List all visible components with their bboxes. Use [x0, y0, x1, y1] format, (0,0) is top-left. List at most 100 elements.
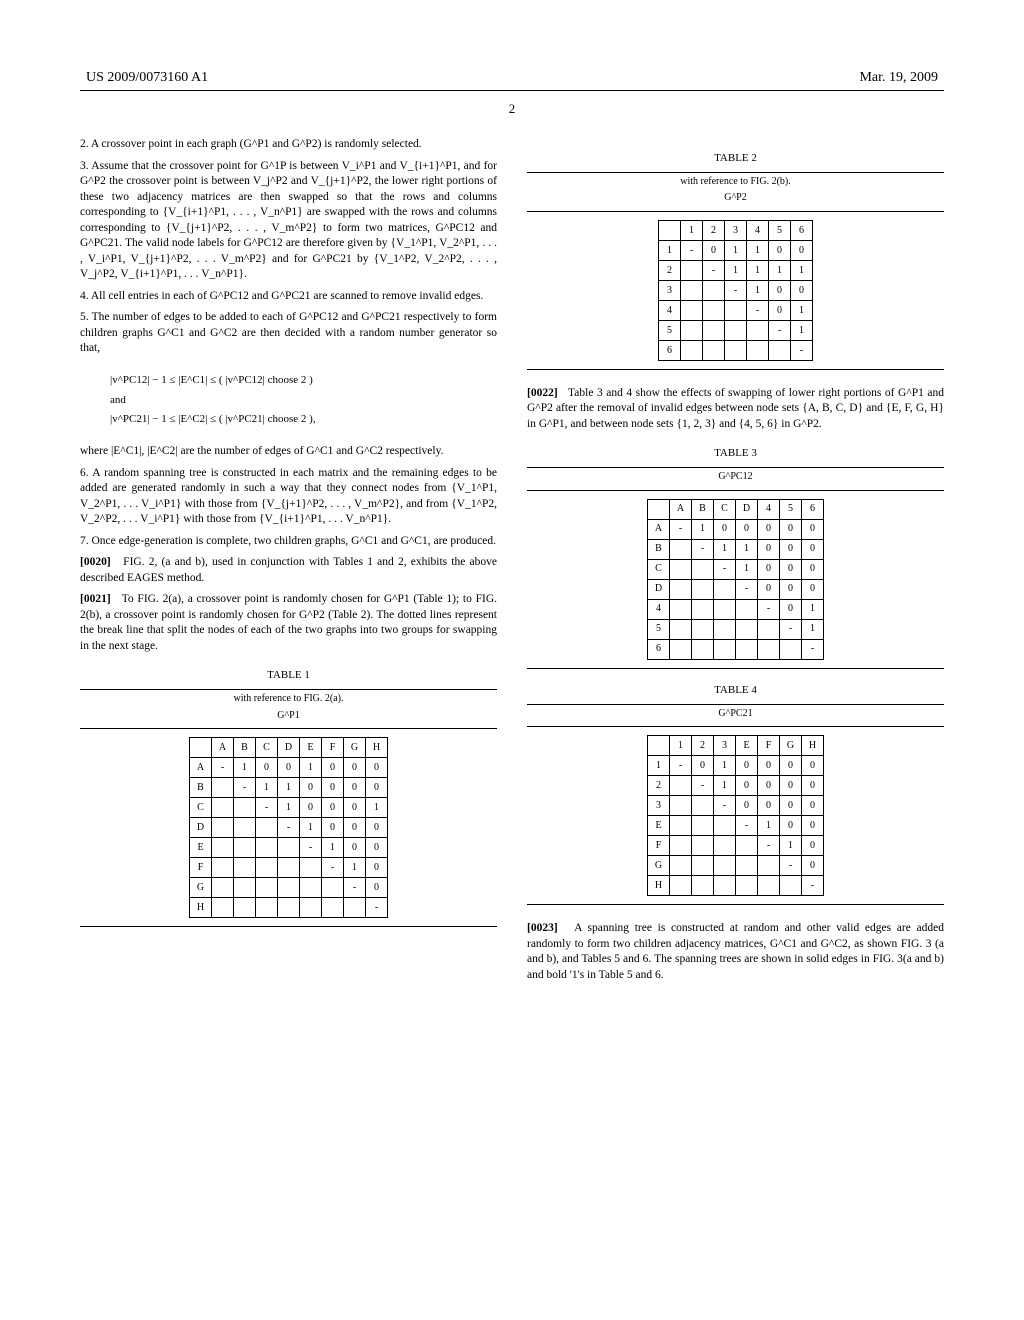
- table-cell: 1: [659, 240, 681, 260]
- table-cell: [212, 898, 234, 918]
- table-cell: [692, 836, 714, 856]
- table-cell: 0: [366, 858, 388, 878]
- table-cell: [670, 599, 692, 619]
- table-cell: A: [190, 758, 212, 778]
- table-cell: 0: [300, 778, 322, 798]
- table-cell: [725, 320, 747, 340]
- table-cell: 1: [725, 260, 747, 280]
- table-cell: 0: [802, 559, 824, 579]
- table-cell: 0: [802, 816, 824, 836]
- table2-matrix: 1234561-011002-11113-1004-015-16-: [658, 220, 813, 361]
- table-cell: [758, 639, 780, 659]
- table-cell: [692, 816, 714, 836]
- table-cell: 0: [758, 519, 780, 539]
- table-cell: [714, 599, 736, 619]
- inequality-formulas: |v^PC12| − 1 ≤ |E^C1| ≤ ( |v^PC12| choos…: [110, 371, 497, 430]
- table-cell: H: [648, 876, 670, 896]
- table-cell: -: [234, 778, 256, 798]
- table-cell: 0: [736, 519, 758, 539]
- table-cell: -: [802, 639, 824, 659]
- rule: [80, 926, 497, 927]
- table-cell: 5: [659, 320, 681, 340]
- table-cell: [278, 858, 300, 878]
- table3-matrix: ABCD456A-100000B-11000C-1000D-0004-015-1…: [647, 499, 824, 660]
- table-cell: [758, 876, 780, 896]
- table-cell: 1: [714, 539, 736, 559]
- table-cell: F: [648, 836, 670, 856]
- table1-matrix: ABCDEFGHA-1001000B-110000C-10001D-1000E-…: [189, 737, 388, 918]
- table-cell: 6: [659, 340, 681, 360]
- table-header-cell: 6: [791, 220, 813, 240]
- table-cell: F: [190, 858, 212, 878]
- table-cell: B: [190, 778, 212, 798]
- table-cell: [714, 816, 736, 836]
- table-cell: [780, 639, 802, 659]
- table-cell: 0: [692, 756, 714, 776]
- table-cell: [703, 320, 725, 340]
- table-cell: -: [670, 756, 692, 776]
- table-cell: [234, 838, 256, 858]
- table-cell: 1: [802, 619, 824, 639]
- step-4: 4. All cell entries in each of G^PC12 an…: [80, 289, 497, 305]
- table-cell: [670, 619, 692, 639]
- table-cell: [780, 876, 802, 896]
- header-rule: [80, 90, 944, 91]
- table-cell: -: [769, 320, 791, 340]
- table-cell: -: [692, 539, 714, 559]
- table-cell: 0: [736, 796, 758, 816]
- table-cell: 0: [802, 579, 824, 599]
- table-cell: [681, 280, 703, 300]
- table-header-cell: E: [736, 736, 758, 756]
- formula-2: |v^PC21| − 1 ≤ |E^C2| ≤ ( |v^PC21| choos…: [110, 410, 497, 430]
- table-cell: [670, 836, 692, 856]
- table-cell: [234, 878, 256, 898]
- table3-name: G^PC12: [527, 470, 944, 484]
- table-cell: [256, 858, 278, 878]
- table-cell: [725, 340, 747, 360]
- table-cell: 0: [802, 519, 824, 539]
- rule: [527, 467, 944, 468]
- table-cell: 2: [659, 260, 681, 280]
- table-cell: 0: [322, 798, 344, 818]
- table-cell: [758, 619, 780, 639]
- table-cell: [703, 300, 725, 320]
- table-cell: [670, 579, 692, 599]
- page-number: 2: [80, 101, 944, 117]
- table-cell: 1: [366, 798, 388, 818]
- table-cell: 1: [802, 599, 824, 619]
- table-cell: [234, 798, 256, 818]
- table-cell: 0: [344, 818, 366, 838]
- table-header-cell: H: [802, 736, 824, 756]
- table-cell: [300, 898, 322, 918]
- table-cell: [736, 876, 758, 896]
- table-cell: 0: [802, 539, 824, 559]
- table-cell: -: [736, 816, 758, 836]
- table-cell: 0: [769, 240, 791, 260]
- table-cell: A: [648, 519, 670, 539]
- table-cell: -: [791, 340, 813, 360]
- table-cell: -: [344, 878, 366, 898]
- table-cell: 0: [322, 818, 344, 838]
- table3-label: TABLE 3: [527, 446, 944, 461]
- table-cell: 0: [344, 778, 366, 798]
- table-cell: [234, 818, 256, 838]
- table-cell: [278, 898, 300, 918]
- table-cell: 0: [300, 798, 322, 818]
- table-cell: 0: [256, 758, 278, 778]
- table-cell: 0: [791, 280, 813, 300]
- table-cell: -: [714, 796, 736, 816]
- table-cell: 0: [366, 818, 388, 838]
- table-cell: [703, 340, 725, 360]
- table-cell: 1: [692, 519, 714, 539]
- left-column: 2. A crossover point in each graph (G^P1…: [80, 137, 497, 989]
- table-cell: [212, 818, 234, 838]
- table-cell: [692, 796, 714, 816]
- table-cell: [212, 778, 234, 798]
- step-7: 7. Once edge-generation is complete, two…: [80, 534, 497, 550]
- table-cell: [212, 878, 234, 898]
- table-cell: [736, 619, 758, 639]
- table-cell: [670, 796, 692, 816]
- table-header-cell: [190, 738, 212, 758]
- table-cell: 0: [322, 778, 344, 798]
- table-cell: 0: [802, 756, 824, 776]
